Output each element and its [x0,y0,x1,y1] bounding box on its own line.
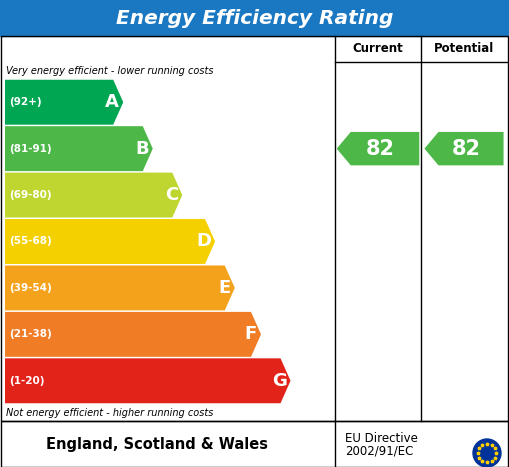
Text: G: G [272,372,287,390]
Text: Not energy efficient - higher running costs: Not energy efficient - higher running co… [6,408,213,417]
Text: England, Scotland & Wales: England, Scotland & Wales [46,437,268,452]
Text: EU Directive: EU Directive [345,432,418,445]
Polygon shape [5,80,123,125]
Text: (21-38): (21-38) [9,329,52,340]
Text: 82: 82 [451,139,480,159]
Text: 82: 82 [365,139,394,159]
Bar [0,0,509,36]
Polygon shape [337,132,419,165]
Text: D: D [196,233,211,250]
Text: Energy Efficiency Rating: Energy Efficiency Rating [116,8,393,28]
Polygon shape [5,358,291,403]
Polygon shape [5,219,215,264]
Bar [1,421,508,467]
Text: (55-68): (55-68) [9,236,52,247]
Polygon shape [5,312,261,357]
Text: (39-54): (39-54) [9,283,52,293]
Circle shape [473,439,501,467]
Polygon shape [5,126,153,171]
Text: Current: Current [353,42,403,56]
Text: A: A [105,93,119,111]
Bar [1,36,508,421]
Polygon shape [5,265,235,311]
Text: (1-20): (1-20) [9,376,44,386]
Text: (81-91): (81-91) [9,144,51,154]
Text: (92+): (92+) [9,97,42,107]
Text: C: C [165,186,178,204]
Text: E: E [218,279,231,297]
Polygon shape [5,173,182,218]
Text: F: F [245,325,257,343]
Text: Very energy efficient - lower running costs: Very energy efficient - lower running co… [6,65,213,76]
Polygon shape [425,132,503,165]
Text: B: B [135,140,149,158]
Text: (69-80): (69-80) [9,190,51,200]
Text: Potential: Potential [434,42,494,56]
Text: 2002/91/EC: 2002/91/EC [345,445,413,458]
